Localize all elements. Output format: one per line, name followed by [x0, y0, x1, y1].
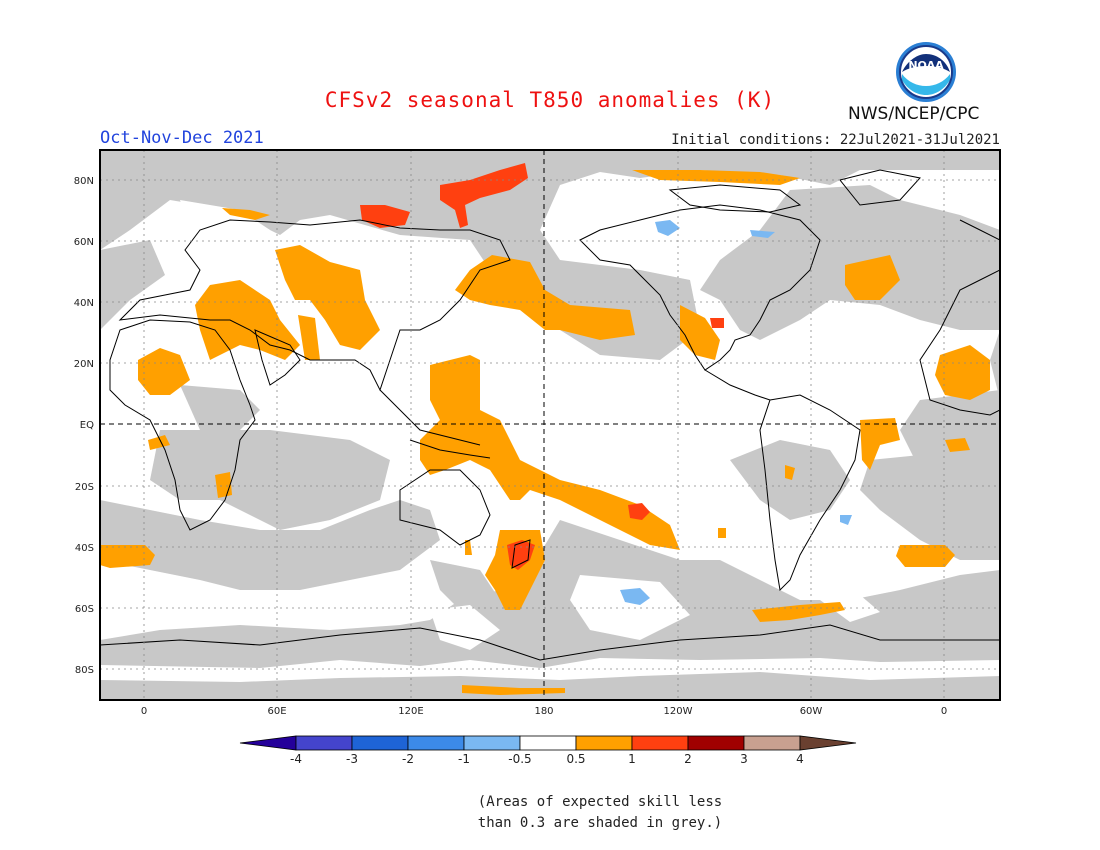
lon-label: 120W — [664, 706, 693, 717]
skill-gaps — [100, 200, 1000, 682]
lon-label: 120E — [398, 706, 423, 717]
lon-label: 0 — [141, 706, 147, 717]
cold-anomaly-blue-regions — [620, 220, 852, 605]
lat-label: 60N — [74, 237, 94, 248]
lat-label: 40N — [74, 298, 94, 309]
colorbar-label: -1 — [458, 752, 470, 766]
colorbar-label: -0.5 — [508, 752, 531, 766]
colorbar-label: -2 — [402, 752, 414, 766]
colorbar-segment — [631, 735, 689, 751]
lat-label: EQ — [80, 420, 94, 431]
colorbar-segment — [519, 735, 577, 751]
colorbar-segment — [743, 735, 801, 751]
grid-lines — [100, 150, 1000, 700]
colorbar-segment — [463, 735, 521, 751]
colorbar-segment — [351, 735, 409, 751]
noaa-logo-icon: NOAA — [896, 42, 956, 102]
lon-label: 60W — [800, 706, 823, 717]
coastlines — [100, 169, 1000, 661]
initial-conditions-label: Initial conditions: 22Jul2021-31Jul2021 — [671, 132, 1000, 148]
colorbar-label: 1 — [628, 752, 636, 766]
colorbar-label: 0.5 — [566, 752, 585, 766]
season-label: Oct-Nov-Dec 2021 — [100, 128, 264, 148]
lat-label: 80S — [75, 665, 94, 676]
skill-legend-note: (Areas of expected skill less than 0.3 a… — [477, 794, 723, 831]
longitude-labels: 0 60E 120E 180 120W 60W 0 — [141, 706, 947, 717]
map-title: CFSv2 seasonal T850 anomalies (K) — [324, 88, 776, 112]
lat-label: 40S — [75, 543, 94, 554]
lat-label: 20S — [75, 482, 94, 493]
map-frame — [99, 149, 1001, 701]
lon-label: 60E — [267, 706, 286, 717]
lon-label: 180 — [534, 706, 553, 717]
warm-anomaly-orange-regions — [100, 170, 990, 695]
colorbar-label: 2 — [684, 752, 692, 766]
colorbar-segment — [687, 735, 745, 751]
colorbar-label: -3 — [346, 752, 358, 766]
colorbar-segment — [799, 735, 857, 751]
colorbar-label: -4 — [290, 752, 302, 766]
colorbar-segment — [407, 735, 465, 751]
colorbar-segment — [239, 735, 297, 751]
latitude-labels: 80N 60N 40N 20N EQ 20S 40S 60S 80S — [74, 176, 94, 676]
colorbar-label: 3 — [740, 752, 748, 766]
lat-label: 20N — [74, 359, 94, 370]
colorbar-segment — [575, 735, 633, 751]
colorbar-label: 4 — [796, 752, 804, 766]
lon-label: 0 — [941, 706, 947, 717]
agency-label: NWS/NCEP/CPC — [848, 104, 980, 124]
anomaly-map: 80N 60N 40N 20N EQ 20S 40S 60S 80S 0 60E… — [74, 149, 1001, 766]
lat-label: 60S — [75, 604, 94, 615]
colorbar-segment — [295, 735, 353, 751]
lat-label: 80N — [74, 176, 94, 187]
svg-text:NOAA: NOAA — [908, 59, 944, 72]
low-skill-grey-regions — [100, 150, 1000, 700]
colorbar-legend: -4 -3 -2 -1 -0.5 0.5 1 2 3 4 — [239, 735, 857, 766]
